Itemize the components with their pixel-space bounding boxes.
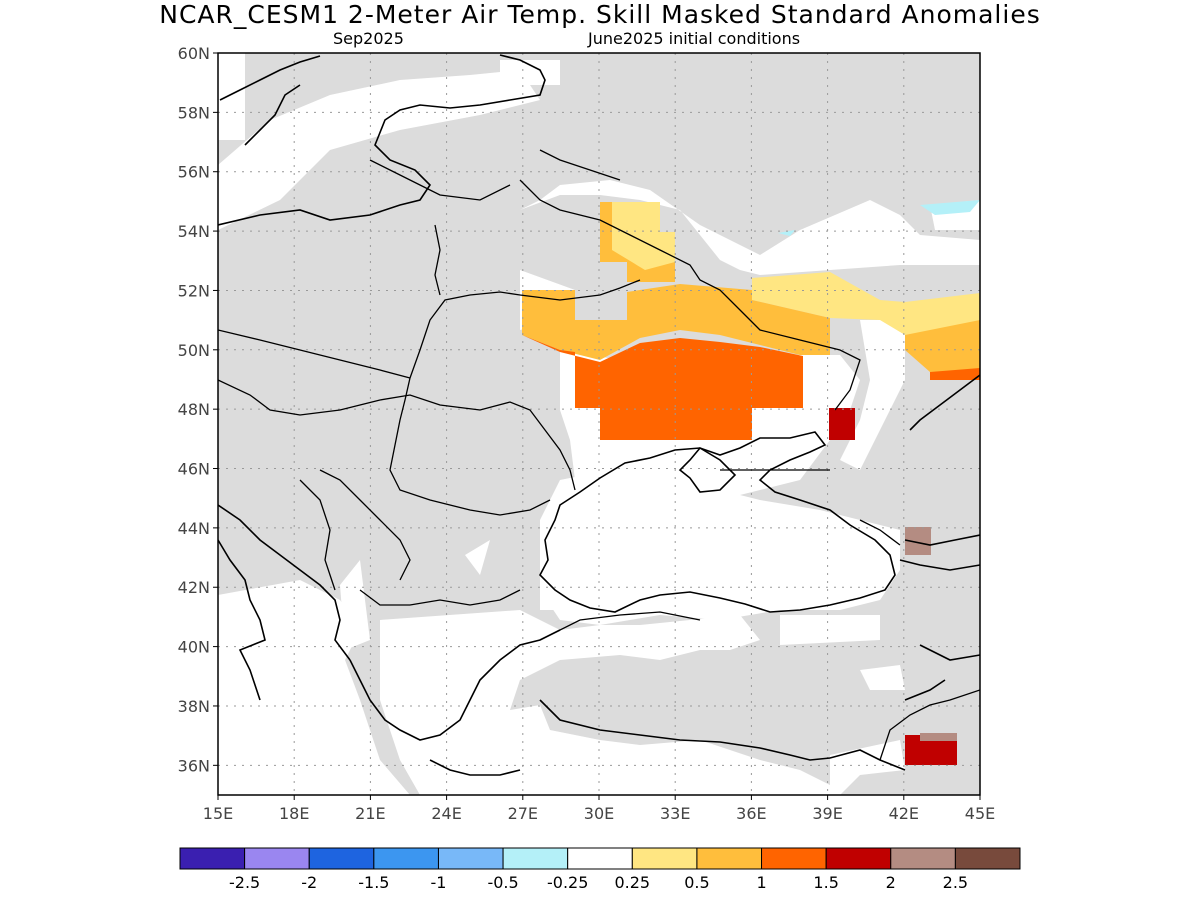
colorbar-label: -2.5	[229, 873, 260, 892]
colorbar-swatch	[437, 847, 504, 870]
colorbar-swatch	[631, 847, 698, 870]
map-title: NCAR_CESM1 2-Meter Air Temp. Skill Maske…	[159, 0, 1041, 29]
coastlines	[218, 54, 980, 776]
lon-tick-label: 24E	[431, 804, 461, 823]
cool-anomaly-patch	[920, 200, 980, 215]
lon-tick-label: 15E	[203, 804, 233, 823]
lon-tick-label: 45E	[965, 804, 995, 823]
lat-tick-label: 36N	[178, 756, 210, 775]
lon-tick-label: 18E	[279, 804, 309, 823]
colorbar-label: 1	[756, 873, 766, 892]
lat-tick-label: 46N	[178, 460, 210, 479]
latitude-labels: 60N 58N 56N 54N 52N 50N 48N 46N 44N 42N 40N 38N 36N	[178, 44, 210, 775]
colorbar-swatch	[761, 847, 827, 870]
lon-tick-label: 39E	[812, 804, 842, 823]
anomaly-1-1.5	[522, 335, 980, 440]
lon-tick-label: 21E	[355, 804, 385, 823]
colorbar-swatch	[696, 847, 763, 870]
lat-tick-label: 50N	[178, 341, 210, 360]
colorbar-swatch	[954, 847, 1021, 870]
lat-tick-label: 60N	[178, 44, 210, 63]
lat-tick-label: 56N	[178, 163, 210, 182]
colorbar-label: 1.5	[813, 873, 838, 892]
colorbar-label: 0.5	[684, 873, 709, 892]
lat-tick-label: 44N	[178, 519, 210, 538]
lon-tick-label: 27E	[508, 804, 538, 823]
colorbar-swatch	[179, 847, 246, 870]
colorbar-swatch	[567, 847, 633, 870]
anomaly-2-2.5	[905, 527, 957, 741]
colorbar: -2.5 -2 -1.5 -1 -0.5 -0.25 0.25 0.5 1 1.5 2 2.5	[179, 847, 1021, 892]
neutral-anomaly-areas	[218, 53, 980, 795]
colorbar-label: 0.25	[614, 873, 650, 892]
lat-tick-label: 54N	[178, 222, 210, 241]
colorbar-label: -0.25	[547, 873, 588, 892]
colorbar-swatch	[308, 847, 375, 870]
colorbar-swatch	[825, 847, 892, 870]
lat-tick-label: 40N	[178, 638, 210, 657]
initial-conditions: June2025 initial conditions	[588, 29, 801, 48]
colorbar-label: -1.5	[358, 873, 389, 892]
lon-tick-label: 30E	[584, 804, 614, 823]
longitude-labels: 15E 18E 21E 24E 27E 30E 33E 36E 39E 42E 45E	[203, 804, 995, 823]
lat-tick-label: 38N	[178, 697, 210, 716]
lon-tick-label: 42E	[889, 804, 919, 823]
colorbar-label: 2	[886, 873, 896, 892]
axis-ticks	[213, 52, 981, 800]
lat-tick-label: 48N	[178, 400, 210, 419]
forecast-month: Sep2025	[333, 29, 404, 48]
country-borders	[218, 149, 980, 761]
lon-tick-label: 36E	[736, 804, 766, 823]
colorbar-label: -1	[430, 873, 446, 892]
lat-tick-label: 58N	[178, 103, 210, 122]
colorbar-swatch	[373, 847, 439, 870]
colorbar-label: -0.5	[487, 873, 518, 892]
colorbar-label: 2.5	[943, 873, 968, 892]
lat-tick-label: 42N	[178, 578, 210, 597]
lon-tick-label: 33E	[660, 804, 690, 823]
colorbar-label: -2	[301, 873, 317, 892]
colorbar-swatch	[890, 847, 956, 870]
colorbar-swatch	[502, 847, 569, 870]
map-fields	[218, 53, 980, 795]
colorbar-swatch	[244, 847, 310, 870]
lat-tick-label: 52N	[178, 281, 210, 300]
